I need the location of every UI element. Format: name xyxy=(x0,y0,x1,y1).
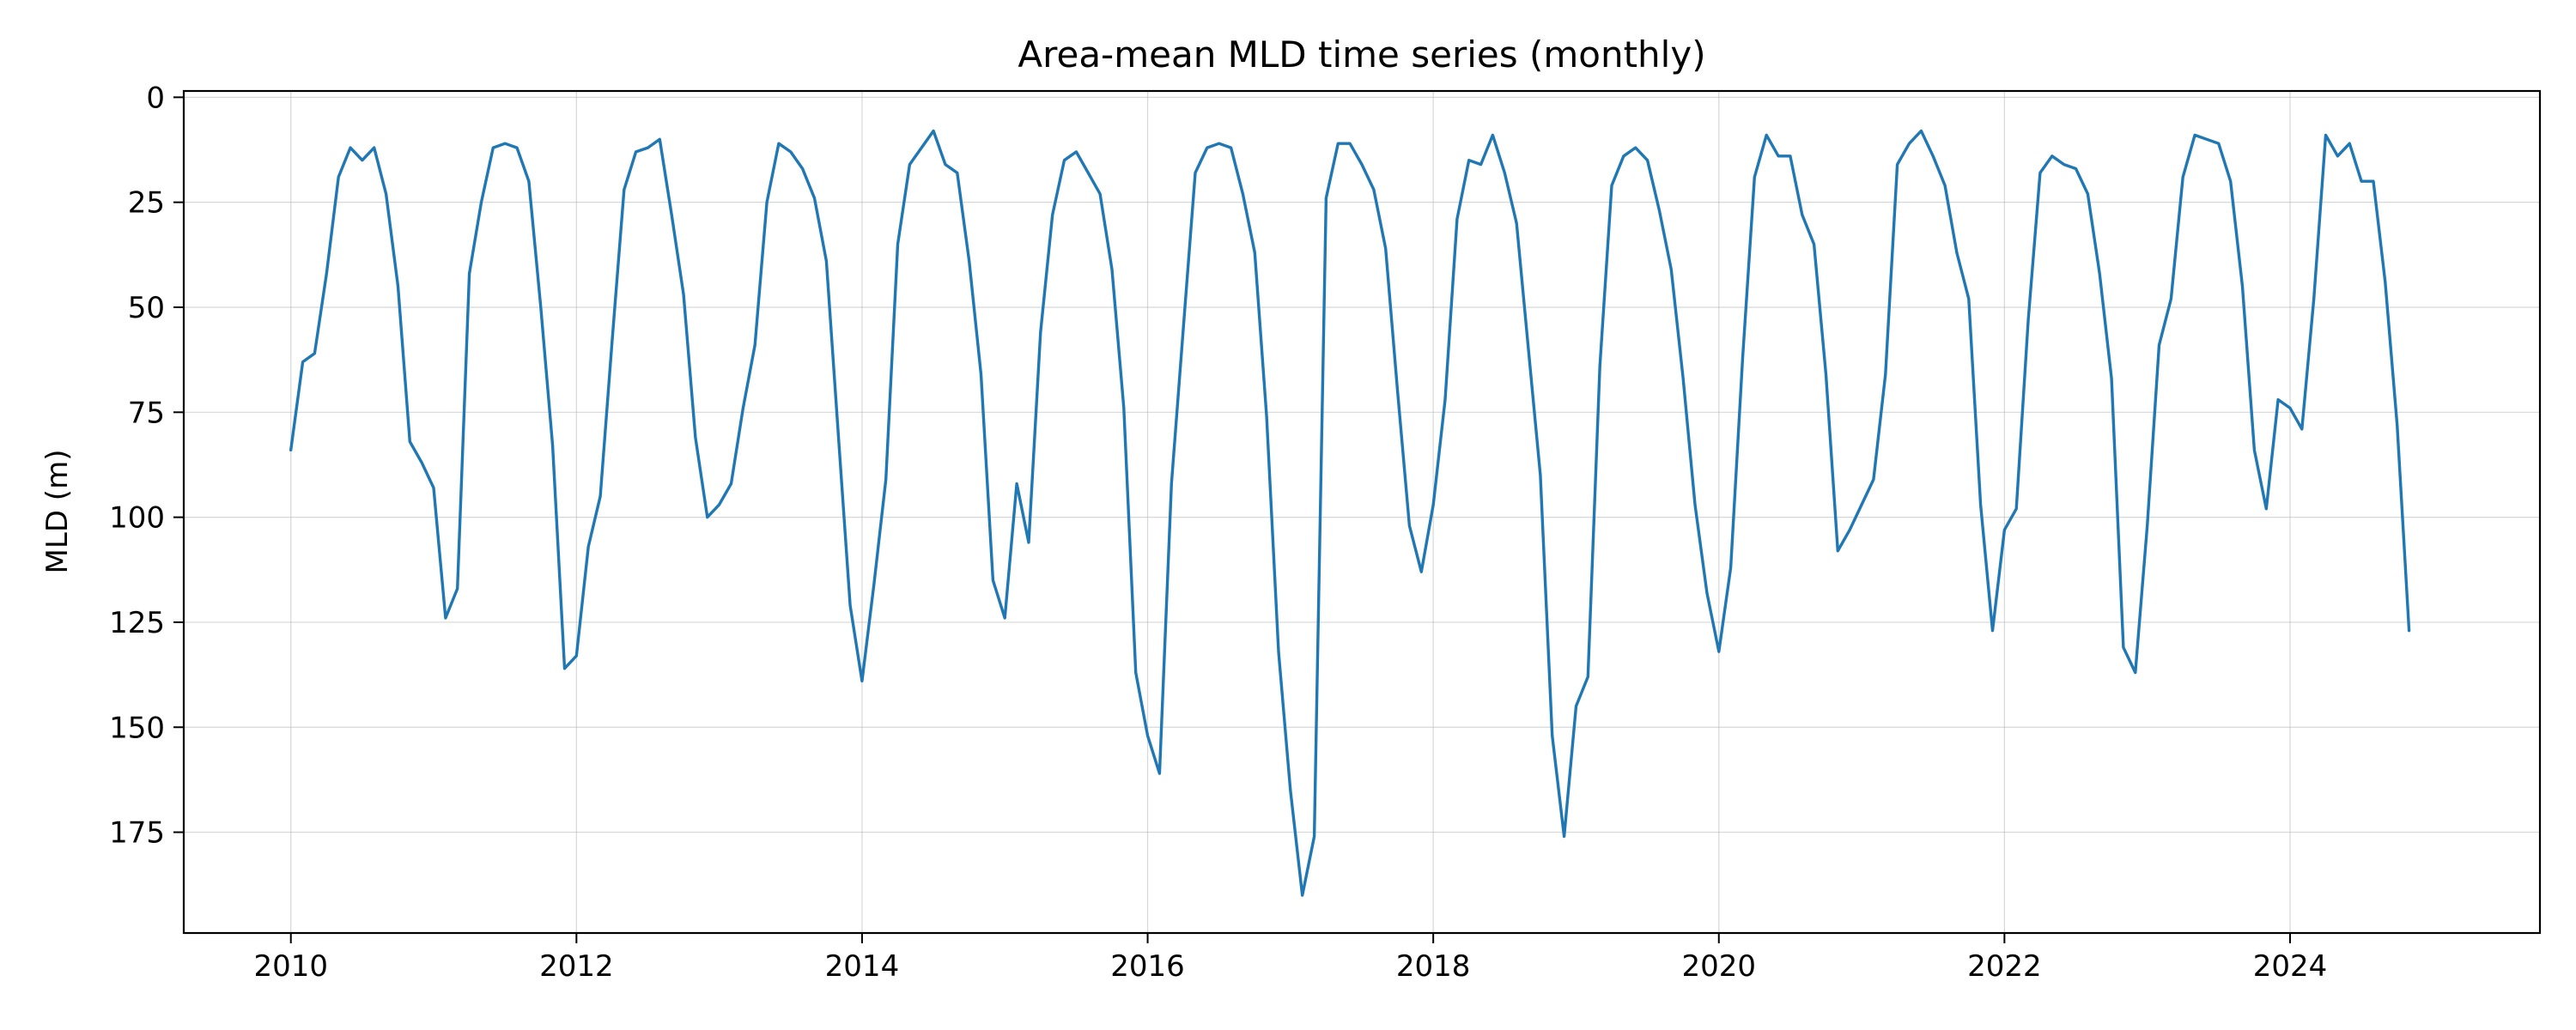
plot-frame xyxy=(182,89,2542,935)
y-tick-label: 50 xyxy=(128,291,165,325)
y-tick-label: 100 xyxy=(109,501,165,536)
mld-series-line xyxy=(289,129,2411,897)
y-tick-label: 25 xyxy=(128,186,165,221)
y-tick-label: 175 xyxy=(109,816,165,851)
x-tick-label: 2014 xyxy=(825,949,900,984)
x-tick-label: 2010 xyxy=(253,949,328,984)
x-tick-label: 2022 xyxy=(1967,949,2042,984)
x-tick-label: 2012 xyxy=(539,949,614,984)
axis-ticks: 2010 2012 2014 2016 2018 2020 2022 2024 0 25 50 75 1… xyxy=(109,81,2327,984)
x-tick-label: 2020 xyxy=(1681,949,1756,984)
x-tick-label: 2016 xyxy=(1110,949,1185,984)
y-axis-label: MLD (m) xyxy=(40,450,75,574)
y-tick-label: 125 xyxy=(109,606,165,640)
grid-lines xyxy=(184,91,2540,933)
y-tick-label: 150 xyxy=(109,711,165,745)
chart-title: Area-mean MLD time series (monthly) xyxy=(1018,33,1705,76)
y-tick-label: 0 xyxy=(146,81,165,115)
y-tick-label: 75 xyxy=(128,396,165,430)
x-tick-label: 2018 xyxy=(1396,949,1471,984)
x-tick-label: 2024 xyxy=(2253,949,2328,984)
